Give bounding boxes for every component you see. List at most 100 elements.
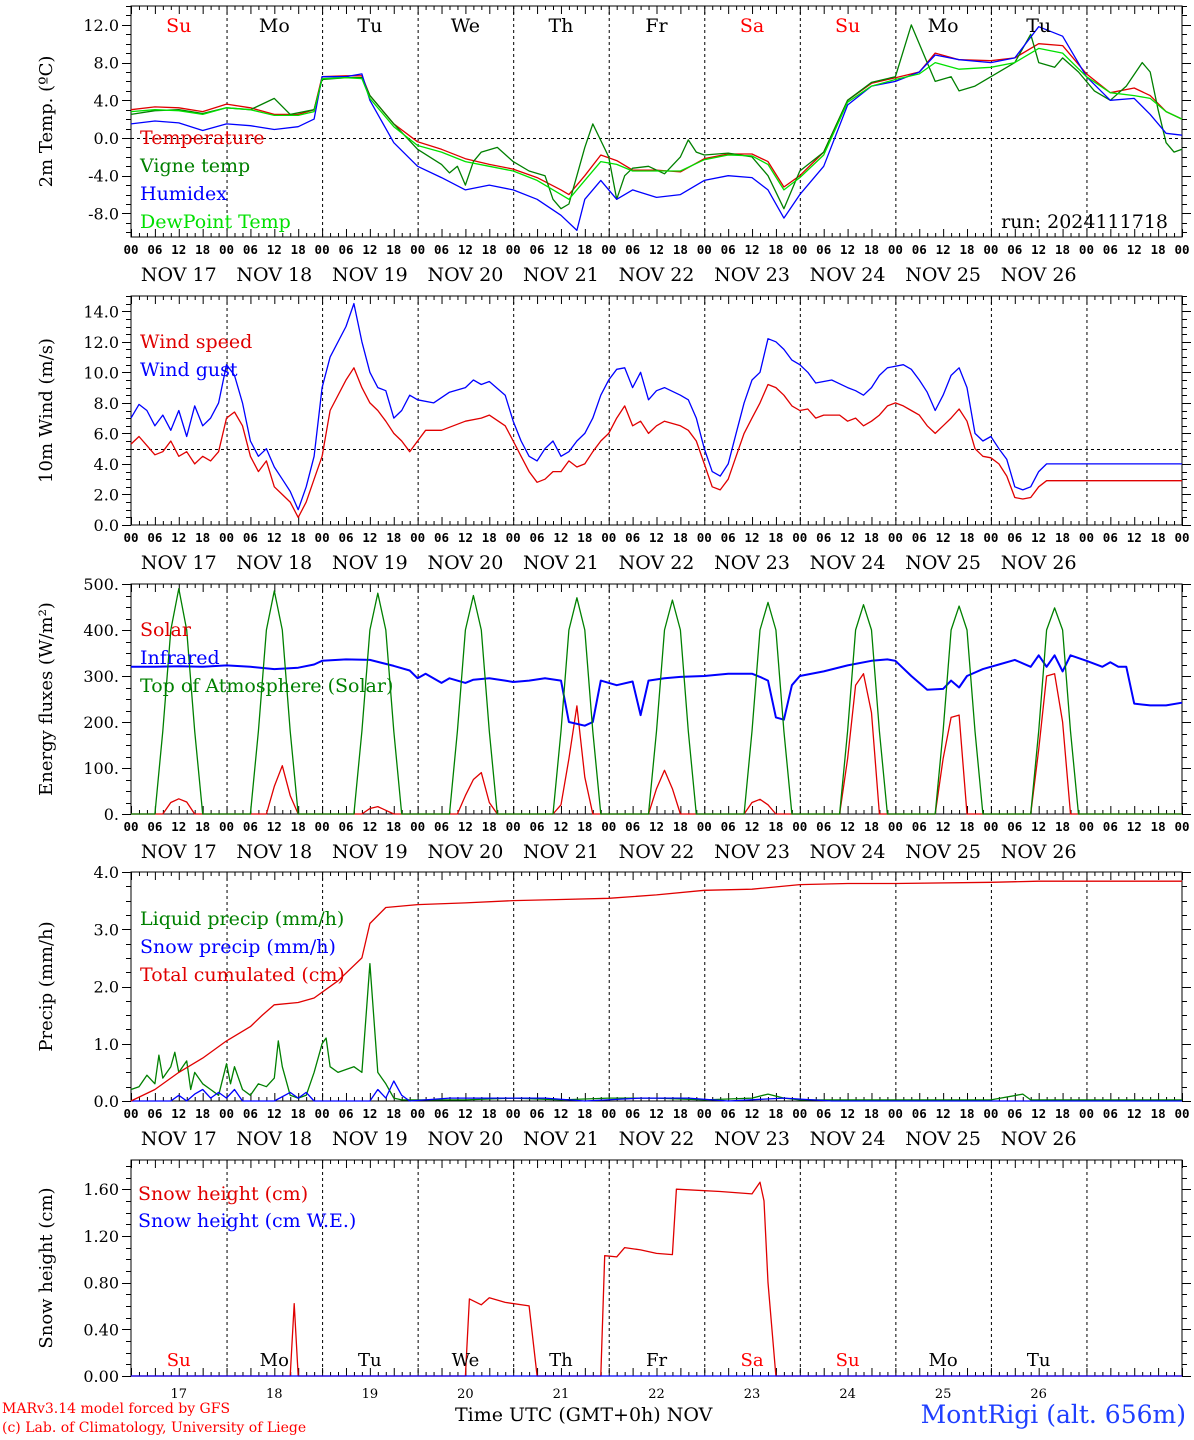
hour-label: 00 [410,819,425,834]
hour-label: 06 [912,1106,927,1121]
day-letter: Sa [740,15,764,37]
date-label: NOV 20 [428,552,504,574]
hour-label: 06 [243,242,258,257]
panel-1: -8.0 -4.0 0.0 4.0 8.0 12.0 2m Temp. (ºC) Temper… [36,5,1191,286]
hour-label: 06 [1103,1106,1118,1121]
day-number: 24 [839,1387,856,1402]
plot-frame [130,583,1183,815]
legend-entry: Humidex [140,183,227,205]
hour-label: 12 [362,530,377,545]
hour-label: 18 [1151,242,1166,257]
day-letter: Su [166,15,191,37]
panel-4: 0.0 1.0 2.0 3.0 4.0 Precip (mm/h) Liquid preci… [36,863,1191,1150]
date-label: NOV 23 [714,552,790,574]
day-letter: Su [836,1350,860,1371]
hour-label: 00 [601,1106,616,1121]
hour-label: 06 [816,819,831,834]
hour-label: 00 [601,242,616,257]
y-tick-label: 2.0 [94,485,119,504]
day-letter: Fr [645,15,668,37]
day-number: 18 [266,1387,283,1402]
date-label: NOV 21 [523,1128,599,1150]
hour-label: 06 [243,1106,258,1121]
day-letter: We [451,15,480,37]
day-letter: Tu [357,15,382,37]
hour-label: 06 [816,1106,831,1121]
y-tick-label: 0. [104,805,119,824]
y-axis-title: 2m Temp. (ºC) [36,56,57,188]
hour-label: 00 [983,1106,998,1121]
date-label: NOV 25 [905,264,981,286]
hour-label: 00 [219,242,234,257]
legend-entry: Solar [140,619,192,641]
hour-label: 06 [912,530,927,545]
day-letter: Th [549,1350,573,1371]
panel-2: 0.0 2.0 4.0 6.0 8.0 10.0 12.0 14.0 10m Wind (m/s… [36,295,1191,574]
hour-label: 18 [1055,819,1070,834]
hour-label: 00 [506,819,521,834]
date-label: NOV 26 [1001,841,1077,863]
y-tick-label: 400. [83,621,119,640]
hour-label: 06 [1007,1106,1022,1121]
hour-label: 18 [673,530,688,545]
date-label: NOV 25 [905,1128,981,1150]
hour-label: 00 [792,819,807,834]
hour-label: 06 [721,819,736,834]
day-number: 17 [170,1387,187,1402]
y-tick-label: 300. [83,667,119,686]
date-label: NOV 25 [905,552,981,574]
hour-label: 18 [386,242,401,257]
date-label: NOV 17 [141,552,217,574]
station-name: MontRigi (alt. 656m) [920,1400,1186,1429]
hour-label: 06 [147,819,162,834]
hour-label: 00 [697,1106,712,1121]
day-number: 21 [553,1387,570,1402]
hour-label: 12 [936,242,951,257]
day-letter: Mo [928,1350,957,1371]
hour-label: 06 [530,819,545,834]
hour-label: 12 [458,242,473,257]
date-label: NOV 23 [714,841,790,863]
series-line-1 [130,962,1182,1101]
y-tick-label: 500. [83,575,119,594]
hour-label: 12 [171,530,186,545]
hour-label: 18 [959,819,974,834]
day-letter: Tu [358,1350,382,1371]
y-tick-label: 14.0 [83,302,119,321]
hour-label: 18 [1055,1106,1070,1121]
hour-label: 18 [768,530,783,545]
legend-entry: Top of Atmosphere (Solar) [140,675,393,697]
y-tick-label: 12.0 [83,16,119,35]
date-label: NOV 20 [428,841,504,863]
hour-label: 00 [410,242,425,257]
y-tick-label: 1.60 [83,1180,119,1199]
hour-label: 18 [577,1106,592,1121]
date-label: NOV 24 [810,1128,886,1150]
hour-label: 00 [315,819,330,834]
plot-frame [130,871,1183,1102]
hour-label: 00 [123,819,138,834]
hour-label: 12 [1127,819,1142,834]
hour-label: 06 [721,530,736,545]
date-label: NOV 22 [619,552,695,574]
day-letter: Th [548,15,573,37]
hour-label: 00 [1079,530,1094,545]
hour-label: 00 [1174,530,1189,545]
hour-label: 12 [840,819,855,834]
legend-entry: Snow height (cm W.E.) [138,1210,356,1232]
date-label: NOV 19 [332,1128,408,1150]
date-label: NOV 25 [905,841,981,863]
y-tick-label: 0.0 [94,516,119,535]
credit-line-2: (c) Lab. of Climatology, University of L… [2,1420,307,1436]
hour-label: 12 [1127,1106,1142,1121]
hour-label: 12 [745,242,760,257]
hour-label: 06 [243,819,258,834]
hour-label: 12 [267,530,282,545]
hour-label: 12 [936,530,951,545]
hour-label: 18 [195,1106,210,1121]
hour-label: 18 [291,1106,306,1121]
hour-label: 18 [1055,242,1070,257]
hour-label: 12 [840,1106,855,1121]
y-axis-title: Precip (mm/h) [36,921,57,1051]
date-label: NOV 18 [236,841,312,863]
